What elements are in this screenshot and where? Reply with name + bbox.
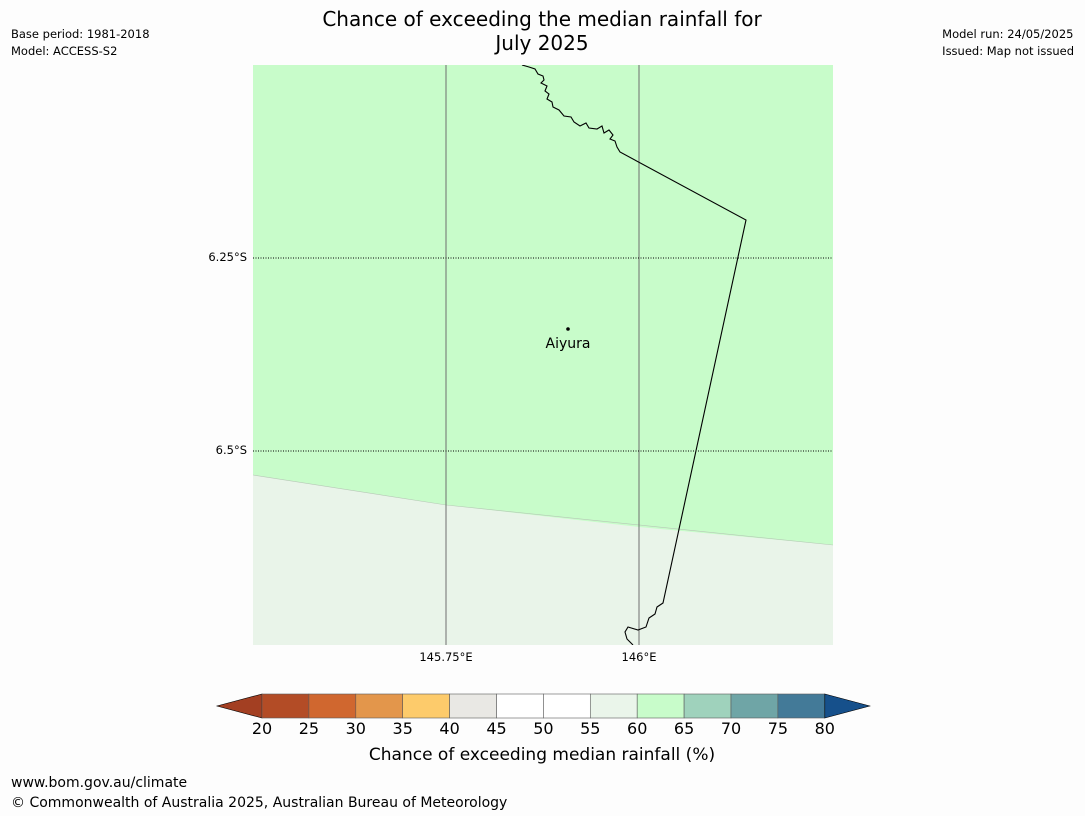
colorbar-extend-high bbox=[824, 693, 871, 719]
colorbar-label: Chance of exceeding median rainfall (%) bbox=[368, 745, 716, 765]
colorbar bbox=[215, 693, 871, 719]
colorbar-tick-70: 70 bbox=[720, 719, 742, 738]
longitude-label-145-75: 145.75°E bbox=[419, 650, 473, 664]
province-boundary bbox=[521, 65, 747, 645]
colorbar-segment-75-80 bbox=[777, 693, 826, 719]
colorbar-segment-60-65 bbox=[636, 693, 685, 719]
colorbar-tick-30: 30 bbox=[345, 719, 366, 738]
colorbar-tick-40: 40 bbox=[439, 719, 460, 738]
colorbar-segment-55-60 bbox=[589, 693, 638, 719]
colorbar-tick-50: 50 bbox=[533, 719, 554, 738]
place-label-aiyura: Aiyura bbox=[545, 336, 591, 352]
colorbar-segment-65-70 bbox=[683, 693, 732, 719]
colorbar-tick-55: 55 bbox=[580, 719, 601, 738]
colorbar-extend-low bbox=[215, 693, 263, 719]
colorbar-tick-35: 35 bbox=[392, 719, 413, 738]
footer-copyright: © Commonwealth of Australia 2025, Austra… bbox=[11, 795, 508, 811]
map-title: Chance of exceeding the median rainfall … bbox=[292, 7, 792, 55]
issued-text: Issued: Map not issued bbox=[942, 44, 1074, 58]
colorbar-segment-70-75 bbox=[730, 693, 779, 719]
colorbar-segment-45-50 bbox=[496, 693, 544, 719]
colorbar-tick-25: 25 bbox=[298, 719, 320, 738]
model-text: Model: ACCESS-S2 bbox=[11, 44, 118, 58]
footer-url: www.bom.gov.au/climate bbox=[11, 775, 188, 791]
colorbar-tick-75: 75 bbox=[767, 719, 789, 738]
title-line-2: July 2025 bbox=[495, 31, 589, 55]
colorbar-segment-40-45 bbox=[449, 693, 497, 719]
colorbar-tick-65: 65 bbox=[673, 719, 695, 738]
latitude-label-6-25: 6.25°S bbox=[208, 250, 247, 264]
model-run-text: Model run: 24/05/2025 bbox=[942, 27, 1074, 41]
colorbar-tick-80: 80 bbox=[814, 719, 835, 738]
colorbar-tick-45: 45 bbox=[486, 719, 507, 738]
colorbar-segment-30-35 bbox=[355, 693, 404, 719]
colorbar-segment-35-40 bbox=[402, 693, 450, 719]
run-info: Model run: 24/05/2025 Issued: Map not is… bbox=[942, 26, 1074, 60]
model-info: Base period: 1981-2018 Model: ACCESS-S2 bbox=[11, 26, 150, 60]
longitude-label-146: 146°E bbox=[621, 650, 657, 664]
region-55-60 bbox=[253, 475, 833, 645]
base-period-text: Base period: 1981-2018 bbox=[11, 27, 150, 41]
latitude-label-6-5: 6.5°S bbox=[215, 443, 247, 457]
aiyura-marker bbox=[566, 327, 570, 331]
colorbar-tick-20: 20 bbox=[251, 719, 273, 738]
title-line-1: Chance of exceeding the median rainfall … bbox=[322, 7, 762, 31]
forecast-map bbox=[253, 65, 833, 645]
colorbar-segment-50-55 bbox=[543, 693, 591, 719]
colorbar-tick-60: 60 bbox=[627, 719, 648, 738]
map-svg bbox=[253, 65, 833, 645]
colorbar-segment-20-25 bbox=[261, 693, 310, 719]
colorbar-segment-25-30 bbox=[308, 693, 357, 719]
